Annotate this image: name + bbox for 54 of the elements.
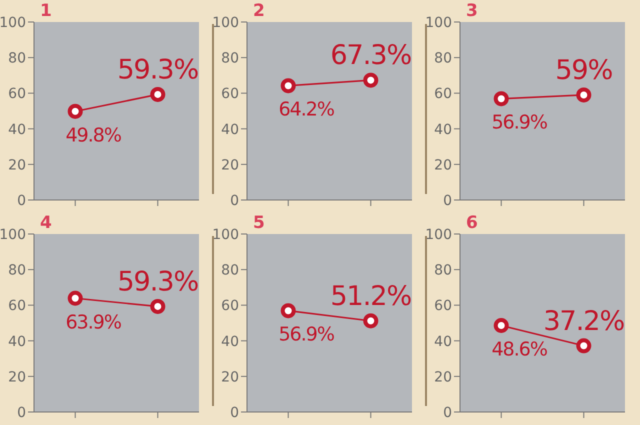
y-tick-label: 80 <box>434 262 452 279</box>
y-tick-label: 20 <box>434 369 452 386</box>
y-tick-label: 0 <box>443 192 452 209</box>
y-tick-label: 100 <box>0 226 26 243</box>
y-tick-label: 80 <box>8 50 26 67</box>
y-tick-label: 0 <box>230 404 239 421</box>
y-tick-label: 20 <box>8 369 26 386</box>
y-tick-label: 60 <box>8 298 26 314</box>
data-label: 51.2% <box>330 280 412 312</box>
y-tick-label: 40 <box>221 334 239 350</box>
y-tick-label: 20 <box>221 157 239 174</box>
y-tick-label: 100 <box>425 14 452 31</box>
data-label: 48.6% <box>492 338 547 360</box>
y-tick-label: 100 <box>425 226 452 243</box>
data-label: 37.2% <box>543 306 624 337</box>
y-tick-label: 0 <box>443 404 452 421</box>
y-tick-label: 80 <box>434 50 452 67</box>
y-tick-label: 60 <box>221 298 239 314</box>
chart-title: 5 <box>253 213 265 233</box>
y-tick-label: 100 <box>212 226 239 243</box>
y-tick-label: 60 <box>8 86 26 102</box>
chart-title: 1 <box>40 1 52 21</box>
data-label: 67.3% <box>330 40 412 72</box>
y-tick-label: 0 <box>230 192 239 209</box>
y-tick-label: 0 <box>17 404 26 421</box>
y-tick-label: 80 <box>221 50 239 67</box>
y-tick-label: 20 <box>221 369 239 386</box>
y-tick-label: 40 <box>221 122 239 138</box>
data-label: 63.9% <box>66 311 121 334</box>
data-label: 59% <box>555 54 613 86</box>
chart-title: 2 <box>253 1 265 21</box>
y-tick-label: 100 <box>0 14 26 31</box>
y-tick-label: 60 <box>221 86 239 102</box>
chart-title: 6 <box>466 213 478 233</box>
y-tick-label: 20 <box>434 157 452 174</box>
chart-title: 4 <box>40 213 52 233</box>
data-label: 56.9% <box>278 324 334 346</box>
y-tick-label: 40 <box>8 122 26 138</box>
y-tick-label: 40 <box>8 334 26 350</box>
y-tick-label: 0 <box>17 192 26 209</box>
y-tick-label: 40 <box>434 334 452 350</box>
data-label: 56.9% <box>492 112 547 134</box>
y-tick-label: 20 <box>8 157 26 174</box>
y-tick-label: 80 <box>221 262 239 279</box>
y-tick-label: 80 <box>8 262 26 279</box>
y-tick-label: 40 <box>434 122 452 138</box>
y-tick-label: 100 <box>212 14 239 31</box>
data-label: 59.3% <box>117 266 198 298</box>
chart-title: 3 <box>466 1 478 21</box>
y-tick-label: 60 <box>434 298 452 314</box>
data-label: 49.8% <box>66 124 121 146</box>
y-tick-label: 60 <box>434 86 452 102</box>
data-label: 64.2% <box>278 98 334 121</box>
data-label: 59.3% <box>117 54 198 86</box>
